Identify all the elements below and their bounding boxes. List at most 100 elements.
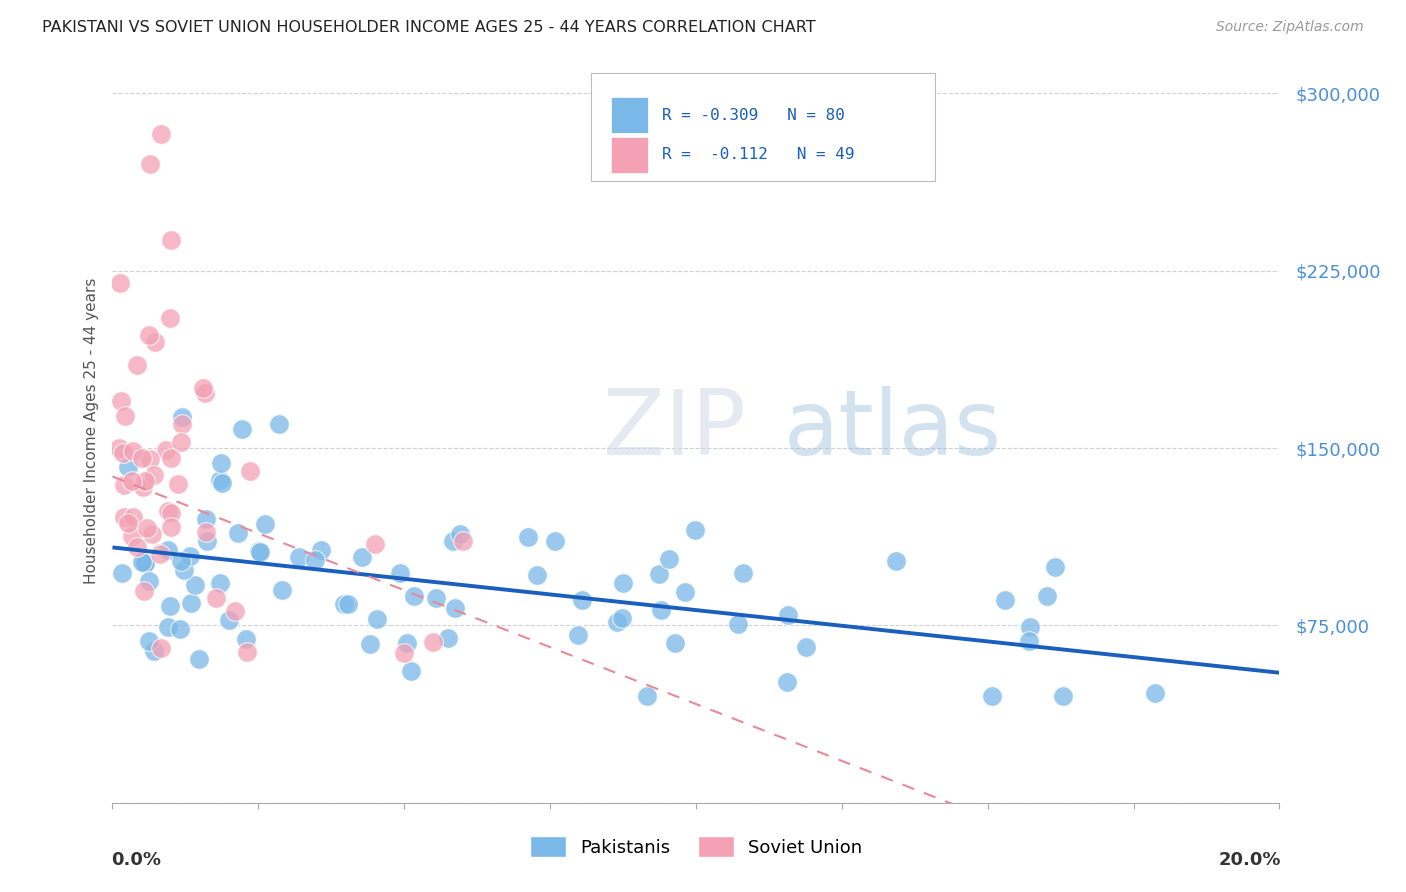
Point [288, 550, 311, 565]
Point [160, 520, 183, 534]
Point [441, 534, 464, 549]
Point [516, 530, 538, 544]
Point [156, 542, 179, 557]
Point [249, 545, 271, 559]
Point [195, 512, 218, 526]
FancyBboxPatch shape [610, 137, 648, 173]
Point [683, 523, 706, 537]
Point [141, 526, 163, 541]
Text: 20.0%: 20.0% [1218, 851, 1281, 869]
Point [544, 534, 567, 549]
Point [404, 589, 426, 603]
Point [107, 441, 129, 455]
Point [121, 510, 143, 524]
Point [139, 452, 162, 467]
Point [359, 637, 381, 651]
Point [395, 635, 418, 649]
Point [125, 540, 148, 554]
Point [269, 417, 291, 432]
Point [304, 553, 326, 567]
Point [425, 591, 447, 605]
Point [218, 613, 240, 627]
Point [673, 585, 696, 599]
Point [332, 597, 354, 611]
Point [650, 603, 672, 617]
Point [648, 567, 671, 582]
Point [436, 632, 458, 646]
Point [138, 574, 160, 588]
Point [195, 534, 218, 549]
Point [1018, 620, 1040, 634]
Point [239, 464, 262, 478]
Point [394, 646, 416, 660]
Point [235, 632, 257, 646]
Point [208, 576, 231, 591]
Text: Source: ZipAtlas.com: Source: ZipAtlas.com [1216, 20, 1364, 34]
Point [211, 475, 233, 490]
Point [571, 592, 593, 607]
Point [727, 617, 749, 632]
Point [138, 157, 160, 171]
Point [149, 547, 172, 561]
Point [1018, 634, 1040, 648]
Point [110, 276, 132, 290]
Point [526, 568, 548, 582]
Point [1036, 589, 1059, 603]
Point [247, 543, 270, 558]
Point [170, 554, 193, 568]
Point [209, 456, 232, 470]
Point [776, 675, 799, 690]
Point [167, 476, 190, 491]
Point [159, 311, 181, 326]
Point [121, 529, 143, 543]
Point [112, 477, 135, 491]
Point [188, 651, 211, 665]
Point [253, 516, 276, 531]
Point [337, 597, 360, 611]
Point [150, 640, 173, 655]
Point [132, 583, 155, 598]
Text: R =  -0.112   N = 49: R = -0.112 N = 49 [662, 147, 855, 162]
Point [567, 628, 589, 642]
FancyBboxPatch shape [591, 73, 935, 181]
Text: atlas: atlas [783, 386, 1001, 475]
Point [117, 460, 139, 475]
Point [309, 543, 332, 558]
Point [135, 521, 157, 535]
Point [134, 556, 156, 570]
Point [364, 537, 387, 551]
Point [366, 612, 388, 626]
Point [612, 576, 634, 591]
Point [658, 551, 681, 566]
Point [191, 381, 214, 395]
Point [350, 549, 373, 564]
Text: ZIP: ZIP [603, 386, 745, 475]
Point [231, 422, 253, 436]
Point [224, 604, 246, 618]
Point [173, 563, 195, 577]
Point [111, 566, 134, 580]
Point [143, 334, 166, 349]
Point [131, 480, 153, 494]
Point [138, 327, 160, 342]
Point [169, 622, 191, 636]
FancyBboxPatch shape [610, 97, 648, 133]
Point [156, 504, 179, 518]
Point [155, 442, 177, 457]
Point [606, 615, 628, 629]
Point [388, 566, 411, 580]
Point [114, 409, 136, 423]
Y-axis label: Householder Income Ages 25 - 44 years: Householder Income Ages 25 - 44 years [83, 277, 98, 583]
Point [235, 645, 257, 659]
Legend: Pakistanis, Soviet Union: Pakistanis, Soviet Union [523, 830, 869, 864]
Point [122, 443, 145, 458]
Point [134, 474, 156, 488]
Point [205, 591, 228, 606]
Point [449, 527, 471, 541]
Point [794, 640, 817, 654]
Point [170, 434, 193, 449]
Point [131, 555, 153, 569]
Point [778, 608, 800, 623]
Point [134, 556, 156, 570]
Point [980, 690, 1002, 704]
